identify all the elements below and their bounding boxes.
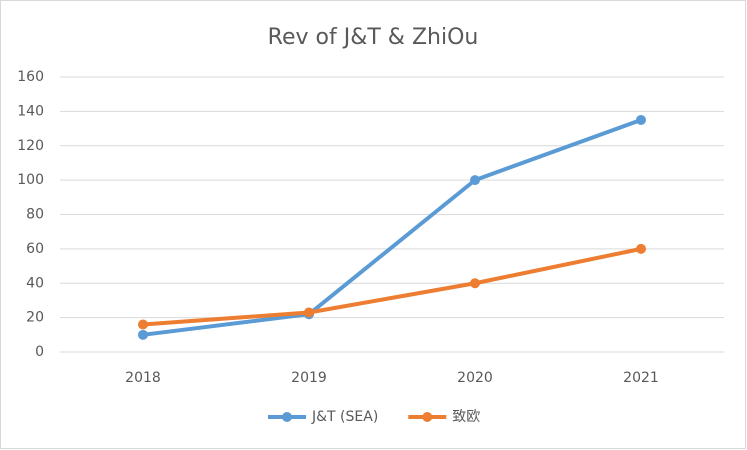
point	[636, 243, 646, 254]
chart-title: Rev of J&T & ZhiOu	[268, 25, 479, 50]
y-tick-label: 140	[17, 103, 44, 119]
y-tick-label: 0	[35, 344, 44, 360]
series-line	[141, 117, 643, 337]
legend-label: 致欧	[452, 409, 480, 425]
x-tick-label: 2019	[291, 370, 327, 386]
point	[138, 319, 148, 330]
y-tick-label: 100	[17, 172, 44, 188]
point	[138, 329, 148, 340]
y-tick-label: 40	[26, 275, 44, 291]
point	[636, 114, 646, 125]
y-tick-label: 120	[17, 138, 44, 154]
legend-marker	[422, 412, 433, 422]
point	[470, 175, 480, 186]
x-tick-label: 2020	[457, 370, 493, 386]
x-tick-label: 2021	[623, 370, 659, 386]
y-tick-label: 80	[26, 207, 44, 223]
y-tick-label: 20	[26, 310, 44, 326]
point	[470, 278, 480, 289]
x-tick-label: 2018	[125, 370, 161, 386]
y-tick-label: 160	[17, 69, 44, 85]
point	[304, 307, 314, 318]
y-tick-label: 60	[26, 241, 44, 257]
legend-marker	[282, 412, 292, 422]
legend-label: J&T (SEA)	[311, 409, 378, 425]
series-line	[141, 246, 643, 327]
